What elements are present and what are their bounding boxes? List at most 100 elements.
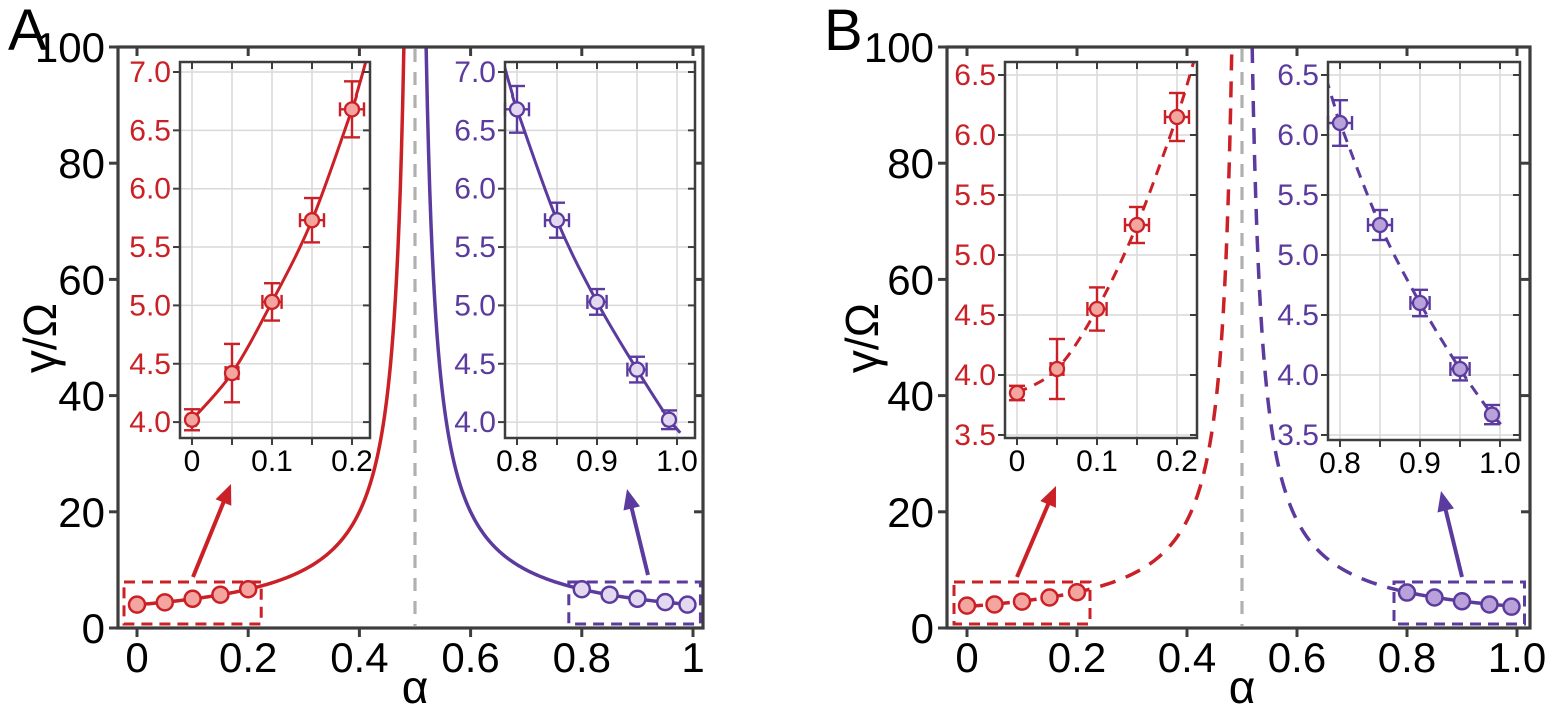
inset-x-tick-label: 1.0 [656,445,698,478]
main-curve-low-alpha-branch [966,47,1234,609]
inset-background [505,62,695,438]
arrow-shaft [628,504,650,576]
inset-ticks [1321,62,1520,447]
y-tick-label: 100 [864,24,934,71]
data-marker [957,596,977,615]
inset-y-tick-label: 4.5 [129,348,171,381]
y-tick-label: 60 [887,256,934,303]
inset-ticks [998,62,1197,445]
y-tick-label: 40 [58,373,105,420]
inset-data-marker [1008,384,1026,402]
inset-data-marker [628,361,646,378]
x-tick-label: 0.2 [219,634,277,681]
inset-y-tick-label: 6.0 [954,119,996,152]
y-tick-label: 40 [887,373,934,420]
arrow-head-icon [623,489,641,511]
inset-data-marker [343,101,361,118]
inset-data-marker [588,293,606,311]
inset-data-marker [1128,216,1146,234]
inset-data-marker [263,293,281,311]
inset-y-tick-label: 6.5 [954,59,996,92]
y-tick-label: 0 [82,605,105,652]
arrow-to-left-inset [191,484,232,578]
data-marker [183,589,202,609]
data-marker [155,593,175,612]
data-marker [1012,592,1032,611]
inset-y-tick-label: 6.5 [1277,59,1319,92]
inset-data-marker [508,101,526,118]
inset-y-tick-label: 3.5 [1277,419,1319,452]
x-tick-label: 0 [125,634,148,681]
inset-x-tick-label: 0.1 [1076,445,1118,478]
inset-ticks [173,62,370,445]
inset-x-tick-label: 0.2 [1156,445,1198,478]
inset-y-tick-label: 5.0 [129,289,171,322]
inset-frame [1003,60,1199,440]
panel-b-label: B [824,0,863,63]
main-curve-high-alpha-branch [1250,47,1519,609]
inset-y-tick-label: 5.5 [129,231,171,264]
panel-a-inset-high-alpha: 4.0 4.5 5.0 5.5 6.0 6.5 7.0 0.8 0.9 1.0 [454,56,698,478]
panel-a: 0 20 40 60 80 100 0 0.2 0.4 0.6 0.8 1 α γ/Ω [14,24,705,710]
main-frame [116,45,705,630]
zoom-region-box-high-alpha-branch [567,580,702,626]
inset-x-tick-label: 0.9 [1399,447,1441,480]
y-tick-label: 80 [58,140,105,187]
inset-data-marker [1451,360,1469,378]
y-tick-label: 0 [911,605,934,652]
y-tick-label: 100 [35,24,105,71]
data-marker [985,595,1004,614]
inset-y-tick-label: 6.0 [454,173,496,206]
inset-y-tick-label: 7.0 [454,56,496,89]
inset-frame [503,60,697,440]
inset-y-tick-label: 5.0 [1277,239,1319,272]
main-frame [945,45,1532,630]
data-marker [1040,588,1059,607]
inset-x-tick-label: 0.8 [496,445,538,478]
y-tick-label: 20 [887,489,934,536]
inset-data-marker [1331,114,1349,132]
inset-fit-curve [190,62,368,421]
inset-y-tick-label: 5.5 [454,231,496,264]
panel-b: 0 20 40 60 80 100 0 0.2 0.4 0.6 0.8 1.0 α γ/Ω [836,24,1546,710]
main-curve-high-alpha-branch [424,47,695,607]
arrow-shaft [1442,506,1464,578]
x-tick-label: 0.8 [1378,634,1436,681]
x-tick-label: 0.4 [1158,634,1216,681]
inset-data-marker [1371,216,1389,234]
inset-data-marker [223,364,241,382]
inset-y-tick-label: 4.0 [954,359,996,392]
data-marker [238,579,258,599]
data-marker [1452,592,1472,611]
zoom-region-box-high-alpha-branch [1392,580,1526,626]
inset-y-tick-label: 4.0 [454,406,496,439]
x-tick-label: 0.6 [441,634,499,681]
inset-y-tick-label: 5.5 [1277,179,1319,212]
inset-x-tick-label: 0.8 [1319,447,1361,480]
inset-y-tick-label: 4.5 [954,299,996,332]
data-marker [1425,588,1444,607]
y-tick-label: 80 [887,140,934,187]
x-tick-label: 0.6 [1268,634,1326,681]
x-tick-label: 0 [955,634,978,681]
data-marker [655,592,675,612]
x-axis-label: α [1229,661,1256,710]
arrow-to-left-inset [1015,486,1056,578]
arrow-shaft [191,498,227,578]
inset-frame [178,60,372,440]
inset-y-tick-label: 6.0 [129,173,171,206]
x-tick-label: 0.2 [1048,634,1106,681]
inset-x-tick-label: 0 [184,445,201,478]
inset-background [180,62,370,438]
inset-background [1328,62,1520,440]
inset-data-marker [1168,108,1186,126]
panel-a-inset-low-alpha: 4.0 4.5 5.0 5.5 6.0 6.5 7.0 0 0.1 0.2 [129,56,373,478]
data-marker [127,595,147,614]
inset-fit-curve [1016,62,1196,395]
data-marker [1067,583,1087,602]
inset-ticks [498,62,695,445]
data-marker [1480,595,1499,614]
inset-data-marker [1088,300,1106,318]
y-axis-label: γ/Ω [836,303,888,373]
